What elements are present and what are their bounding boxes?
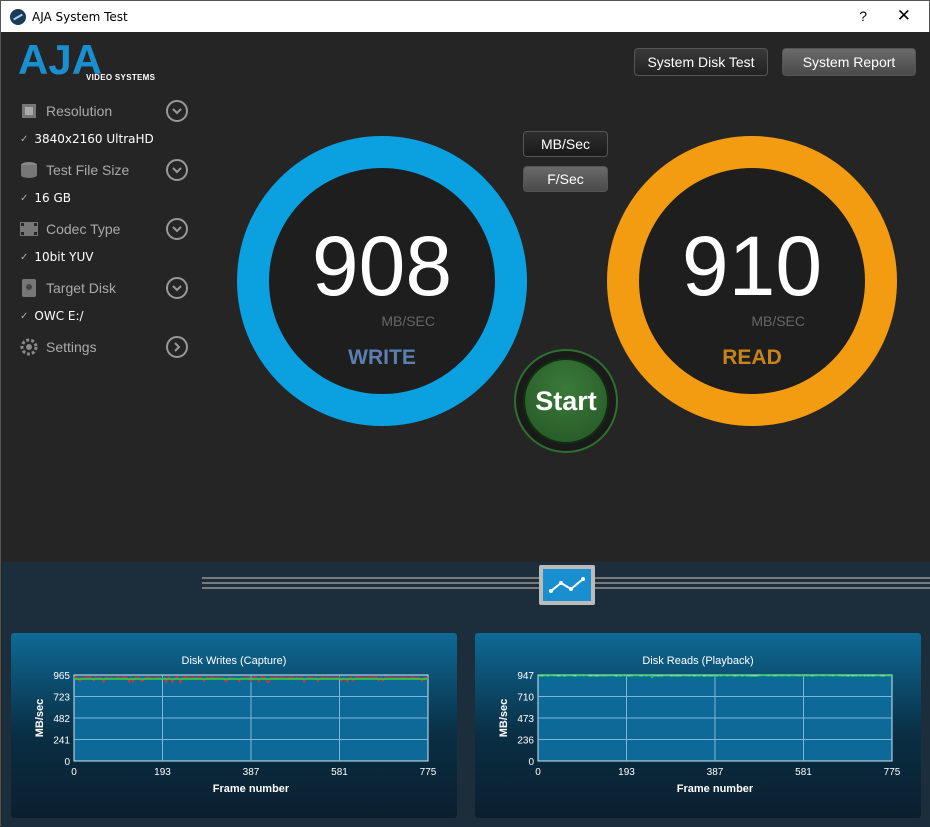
chip-icon (18, 101, 40, 121)
y-tick-label: 482 (53, 714, 70, 725)
line-graph-icon (543, 569, 591, 601)
check-icon: ✓ (20, 310, 29, 322)
check-icon: ✓ (20, 192, 29, 204)
data-line (537, 674, 893, 679)
check-icon: ✓ (20, 133, 29, 145)
y-axis-label: MB/sec (498, 699, 510, 738)
disk-icon (18, 278, 40, 298)
menu-label: Settings (46, 339, 97, 355)
x-tick-label: 387 (707, 767, 724, 778)
write-gauge: 908 MB/SEC WRITE (237, 136, 527, 426)
disk-writes-chart: 965 723 482 241 00 193 387 581 775 Frame number MB… (34, 671, 437, 795)
aja-logo: AJA (18, 40, 102, 83)
window-title: AJA System Test (32, 9, 128, 24)
chevron-down-icon[interactable] (166, 100, 188, 122)
start-button[interactable]: Start (523, 358, 609, 444)
help-button[interactable]: ? (859, 8, 867, 24)
x-tick-label: 0 (71, 767, 77, 778)
menu-settings[interactable]: Settings (18, 335, 188, 359)
chevron-down-icon[interactable] (166, 277, 188, 299)
read-value: 910 (681, 219, 823, 313)
y-tick-label: 947 (517, 671, 534, 682)
stack-icon (18, 160, 40, 180)
x-tick-label: 775 (420, 767, 437, 778)
svg-text:AJA: AJA (18, 40, 102, 83)
codec-value: ✓ 10bit YUV (20, 250, 94, 264)
y-tick-label: 0 (528, 757, 534, 768)
y-tick-label: 236 (517, 736, 534, 747)
x-tick-label: 775 (884, 767, 901, 778)
file-size-value: ✓ 16 GB (20, 191, 72, 205)
chevron-right-icon[interactable] (166, 336, 188, 358)
y-tick-label: 965 (53, 671, 70, 682)
x-axis-label: Frame number (677, 783, 754, 795)
start-ring: Start (514, 349, 618, 453)
y-tick-label: 710 (517, 693, 534, 704)
menu-label: Resolution (46, 103, 113, 119)
close-button[interactable]: ✕ (896, 6, 911, 25)
write-unit: MB/SEC (381, 313, 435, 329)
system-report-button[interactable]: System Report (782, 48, 916, 76)
menu-target-disk[interactable]: Target Disk (18, 276, 188, 300)
check-icon: ✓ (20, 251, 29, 263)
y-axis-label: MB/sec (34, 699, 46, 738)
x-tick-label: 387 (243, 767, 260, 778)
menu-resolution[interactable]: Resolution (18, 99, 188, 123)
disk-reads-chart: 947 710 473 236 00 193 387 581 775 Frame number MB… (498, 671, 901, 795)
system-disk-test-button[interactable]: System Disk Test (634, 48, 768, 76)
y-tick-label: 473 (517, 714, 534, 725)
main-area: AJA VIDEO SYSTEMS System Disk Test Syste… (2, 32, 930, 562)
write-label: WRITE (348, 346, 416, 369)
menu-label: Test File Size (46, 162, 130, 178)
chevron-down-icon[interactable] (166, 159, 188, 181)
menu-label: Target Disk (46, 280, 117, 296)
graph-area: Disk Writes (Capture) 965 723 482 241 0 0 193 3… (2, 562, 930, 827)
read-gauge: 910 MB/SEC READ (607, 136, 897, 426)
disk-reads-panel: Disk Reads (Playback) 947 710 473 236 0 0 193 3… (475, 633, 921, 818)
read-unit: MB/SEC (751, 313, 805, 329)
read-label: READ (722, 346, 782, 369)
x-tick-label: 0 (535, 767, 541, 778)
f-sec-button[interactable]: F/Sec (523, 166, 608, 192)
app-icon (10, 8, 26, 25)
mb-sec-button[interactable]: MB/Sec (523, 131, 608, 157)
x-tick-label: 581 (795, 767, 812, 778)
x-tick-label: 581 (331, 767, 348, 778)
resolution-value: ✓ 3840x2160 UltraHD (20, 132, 154, 146)
chart-title: Disk Reads (Playback) (642, 655, 754, 667)
menu-label: Codec Type (46, 221, 121, 237)
disk-writes-panel: Disk Writes (Capture) 965 723 482 241 0 0 193 3… (11, 633, 457, 818)
logo-subtitle: VIDEO SYSTEMS (86, 73, 156, 82)
x-axis-label: Frame number (213, 783, 290, 795)
x-tick-label: 193 (154, 767, 171, 778)
graph-toggle-button[interactable] (539, 565, 595, 605)
chart-title: Disk Writes (Capture) (181, 655, 287, 667)
chevron-down-icon[interactable] (166, 218, 188, 240)
data-line (73, 676, 429, 685)
film-icon (18, 219, 40, 239)
target-disk-value: ✓ OWC E:/ (20, 309, 84, 323)
title-bar: AJA System Test ? ✕ (1, 1, 929, 32)
y-tick-label: 723 (53, 693, 70, 704)
gear-icon (18, 337, 40, 357)
y-tick-label: 241 (53, 736, 70, 747)
menu-test-file-size[interactable]: Test File Size (18, 158, 188, 182)
write-value: 908 (311, 219, 453, 313)
menu-codec-type[interactable]: Codec Type (18, 217, 188, 241)
x-tick-label: 193 (618, 767, 635, 778)
y-tick-label: 0 (64, 757, 70, 768)
